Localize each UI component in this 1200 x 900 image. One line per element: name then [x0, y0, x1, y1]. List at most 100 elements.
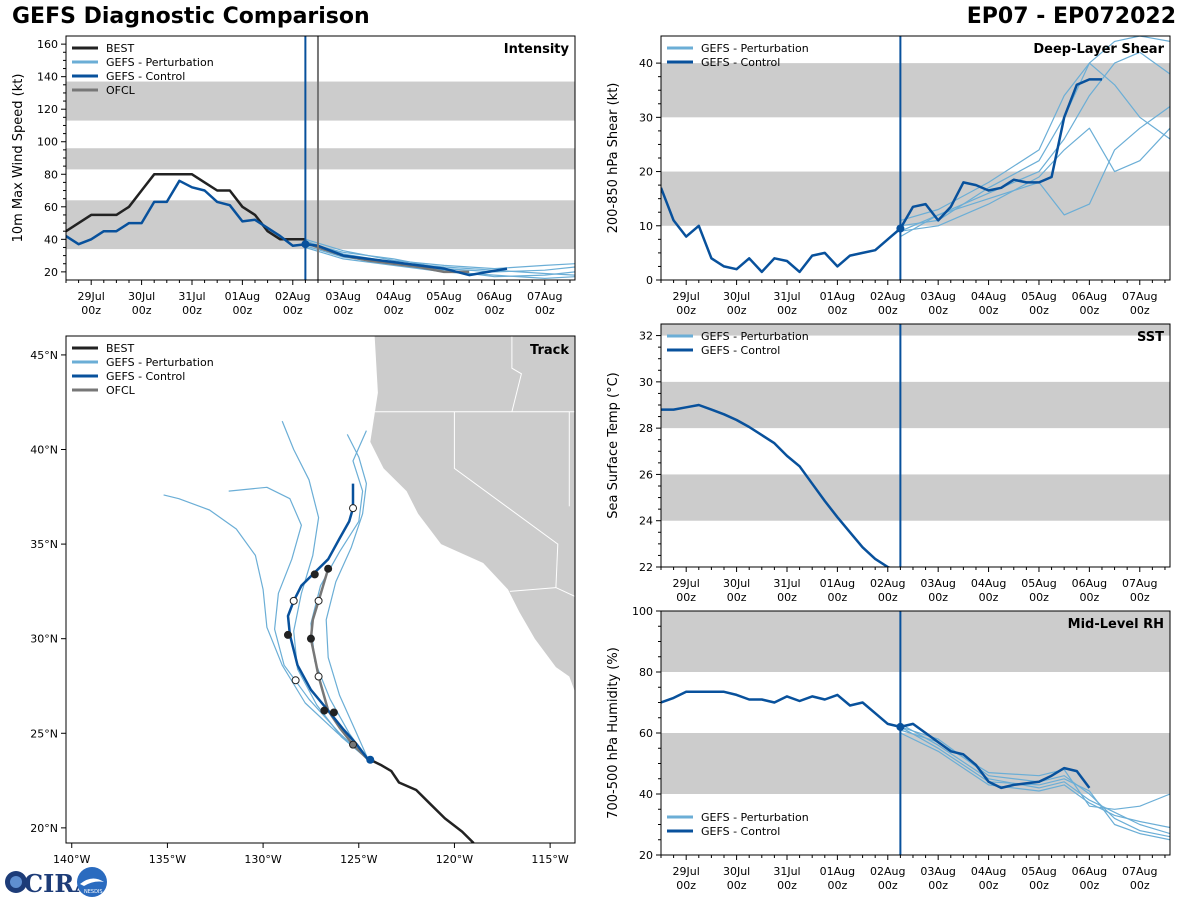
- xtick-sublabel: 00z: [727, 879, 747, 892]
- control-line-shear: [661, 78, 1102, 274]
- frame-track: [65, 335, 576, 844]
- nesdis-text: NESDIS: [84, 889, 103, 895]
- xtick-sublabel: 00z: [777, 591, 797, 604]
- legend-label-ofcl: OFCL: [106, 384, 136, 397]
- xtick-label: 07Aug: [527, 290, 562, 303]
- ytick-label: 140: [37, 71, 58, 84]
- nesdis-bird-icon: [80, 878, 104, 886]
- legend-label-perturbation: GEFS - Perturbation: [701, 42, 809, 55]
- ytick-label: 32: [639, 330, 653, 343]
- xtick-sublabel: 00z: [878, 879, 898, 892]
- ytick-label: 60: [639, 727, 653, 740]
- ytick-label: 20: [639, 849, 653, 862]
- xtick-sublabel: 00z: [1130, 879, 1150, 892]
- xtick-sublabel: 00z: [434, 304, 454, 317]
- ytick-label: 10: [639, 220, 653, 233]
- page-title: GEFS Diagnostic Comparison: [12, 4, 370, 29]
- ytick-label: 100: [632, 605, 653, 618]
- xtick-label: 07Aug: [1122, 577, 1157, 590]
- band-sst-0: [661, 474, 1170, 521]
- xtick-sublabel: 00z: [484, 304, 504, 317]
- state-border-2: [509, 587, 575, 598]
- ylabel-shear: 200-850 hPa Shear (kt): [606, 83, 621, 234]
- storm-id: EP07 - EP072022: [966, 4, 1176, 29]
- perturbation-line-shear-4: [900, 127, 1170, 232]
- perturbation-line-intensity-2: [305, 238, 575, 270]
- xtick-sublabel: 00z: [535, 304, 555, 317]
- xtick-sublabel: 00z: [232, 304, 252, 317]
- xtick-label: 30Jul: [723, 577, 750, 590]
- legend-label-perturbation: GEFS - Perturbation: [701, 330, 809, 343]
- perturbation-line-intensity-4: [305, 240, 575, 276]
- ytick-label: 20: [639, 166, 653, 179]
- ytick-label: 25°N: [30, 727, 58, 740]
- track-init-marker: [366, 755, 375, 764]
- ytick-label: 30°N: [30, 633, 58, 646]
- control-point-4: [310, 570, 319, 579]
- xtick-sublabel: 00z: [878, 304, 898, 317]
- ytick-label: 30: [639, 111, 653, 124]
- xtick-label: 30Jul: [723, 865, 750, 878]
- ytick-label: 40°N: [30, 444, 58, 457]
- xtick-sublabel: 00z: [1029, 591, 1049, 604]
- xtick-sublabel: 00z: [827, 591, 847, 604]
- legend-label-best: BEST: [106, 342, 134, 355]
- xtick-label: 05Aug: [426, 290, 461, 303]
- xtick-label: 06Aug: [477, 290, 512, 303]
- ytick-label: 20°N: [30, 822, 58, 835]
- ofcl-point-3: [306, 634, 315, 643]
- xtick-sublabel: 00z: [777, 304, 797, 317]
- ofcl-point-0: [349, 740, 358, 749]
- track-ofcl: [309, 568, 370, 761]
- xtick-sublabel: 00z: [979, 591, 999, 604]
- xtick-sublabel: 00z: [979, 879, 999, 892]
- ytick-label: 30: [639, 376, 653, 389]
- xtick-sublabel: 00z: [1130, 591, 1150, 604]
- panel-shear: 01020304029Jul00z30Jul00z31Jul00z01Aug00…: [606, 35, 1171, 317]
- perturbation-line-intensity-1: [305, 245, 575, 278]
- control-point-3: [289, 596, 298, 605]
- ytick-label: 40: [44, 233, 58, 246]
- state-border-3: [511, 336, 522, 412]
- ytick-label: 40: [639, 57, 653, 70]
- xtick-label: 30Jul: [723, 290, 750, 303]
- ytick-label: 20: [44, 266, 58, 279]
- ytick-label: 40: [639, 788, 653, 801]
- xtick-label: 04Aug: [971, 290, 1006, 303]
- band-sst-2: [661, 324, 1170, 336]
- xtick-label: 31Jul: [773, 577, 800, 590]
- control-point-1: [291, 676, 300, 685]
- legend-label-perturbation: GEFS - Perturbation: [106, 356, 214, 369]
- xtick-sublabel: 00z: [182, 304, 202, 317]
- panel-title-shear: Deep-Layer Shear: [1033, 42, 1164, 57]
- xtick-label: 06Aug: [1072, 577, 1107, 590]
- band-sst-1: [661, 381, 1170, 429]
- ytick-label: 22: [639, 561, 653, 574]
- xtick-sublabel: 00z: [727, 591, 747, 604]
- xtick-label: 135°W: [149, 853, 186, 866]
- xtick-sublabel: 00z: [928, 591, 948, 604]
- band-rh-0: [661, 733, 1170, 794]
- xtick-label: 31Jul: [773, 865, 800, 878]
- panel-rh: 2040608010029Jul00z30Jul00z31Jul00z01Aug…: [606, 605, 1171, 892]
- panel-title-track: Track: [530, 343, 569, 358]
- xtick-label: 02Aug: [870, 290, 905, 303]
- xtick-sublabel: 00z: [727, 304, 747, 317]
- xtick-label: 04Aug: [376, 290, 411, 303]
- xtick-label: 29Jul: [78, 290, 105, 303]
- control-line-rh: [661, 690, 1091, 790]
- xtick-sublabel: 00z: [1079, 304, 1099, 317]
- perturbation-line-rh-1: [900, 723, 1170, 835]
- track-best: [369, 758, 475, 843]
- ytick-label: 35°N: [30, 538, 58, 551]
- ylabel-sst: Sea Surface Temp (°C): [606, 372, 621, 519]
- band-intensity-1: [66, 148, 575, 170]
- init-marker-shear-0: [896, 224, 905, 233]
- xtick-label: 120°W: [436, 853, 473, 866]
- ytick-label: 45°N: [30, 349, 58, 362]
- xtick-label: 07Aug: [1122, 290, 1157, 303]
- xtick-label: 115°W: [531, 853, 568, 866]
- state-border-1: [453, 411, 559, 588]
